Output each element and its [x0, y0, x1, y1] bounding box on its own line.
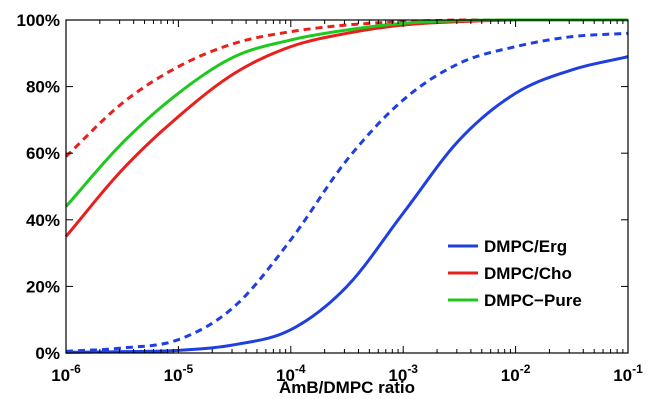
x-tick-label: 10-3	[388, 362, 418, 385]
x-tick-label: 10-2	[501, 362, 531, 385]
x-tick-label: 10-6	[51, 362, 81, 385]
x-tick-label: 10-5	[164, 362, 194, 385]
y-tick-label: 0%	[35, 344, 60, 363]
legend-label: DMPC−Pure	[484, 291, 582, 310]
x-axis-title: AmB/DMPC ratio	[279, 378, 415, 397]
axis-ticks	[65, 19, 629, 354]
legend: DMPC/Erg DMPC/Cho DMPC−Pure	[448, 237, 582, 310]
y-tick-label: 60%	[26, 144, 60, 163]
y-tick-label: 40%	[26, 211, 60, 230]
x-tick-label: 10-1	[613, 362, 643, 385]
y-tick-label: 100%	[17, 11, 60, 30]
x-tick-labels: 10-6 10-5 10-4 10-3 10-2 10-1	[51, 362, 643, 385]
x-tick-label: 10-4	[276, 362, 306, 385]
plot-frame	[65, 19, 629, 354]
y-tick-label: 20%	[26, 277, 60, 296]
series-line-dmpc-erg-dashed	[65, 31, 629, 353]
legend-label: DMPC/Erg	[484, 237, 567, 256]
y-tick-labels: 0% 20% 40% 60% 80% 100%	[17, 11, 60, 363]
series-line-dmpc-erg-solid	[65, 55, 629, 354]
y-tick-label: 80%	[26, 78, 60, 97]
legend-label: DMPC/Cho	[484, 264, 572, 283]
